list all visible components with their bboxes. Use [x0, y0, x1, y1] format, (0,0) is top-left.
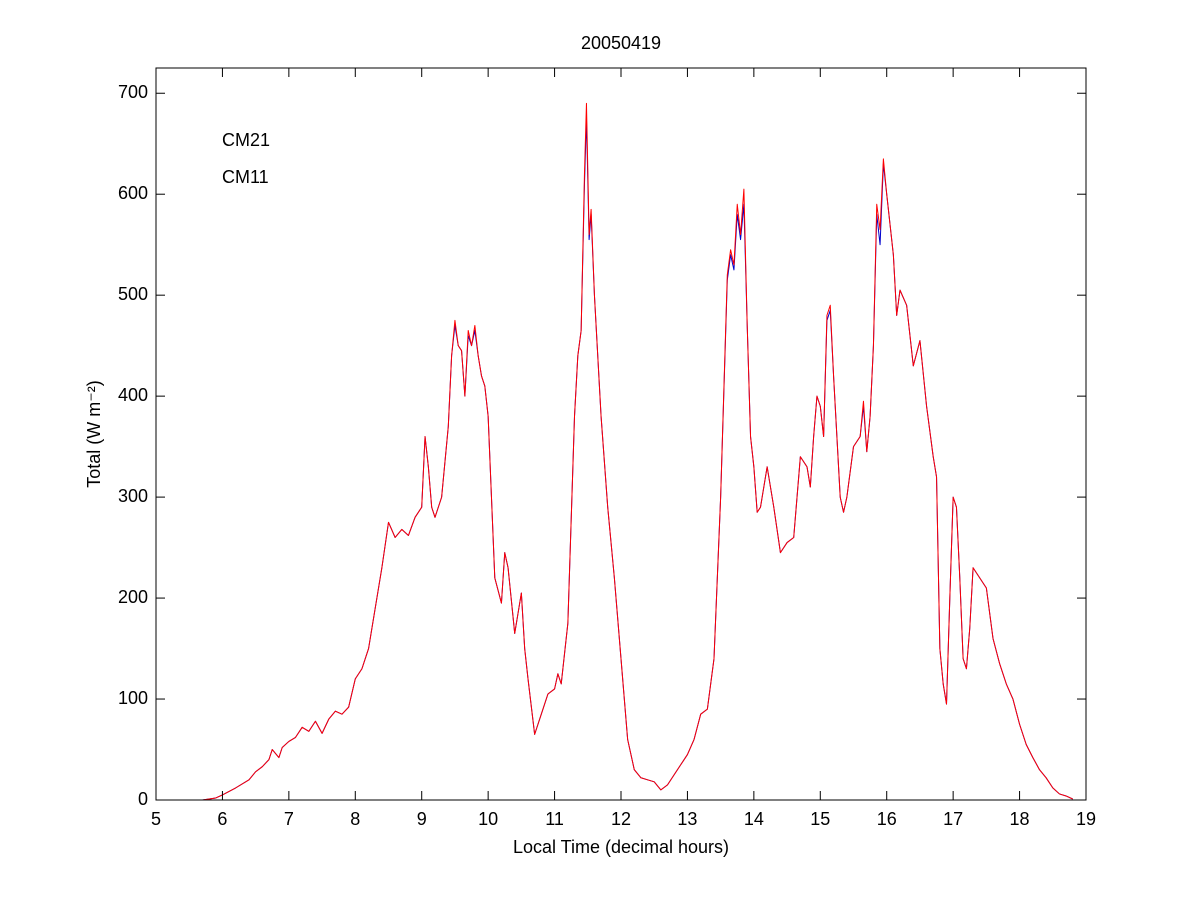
x-tick-label: 13: [677, 809, 697, 829]
x-tick-label: 7: [284, 809, 294, 829]
x-tick-label: 9: [417, 809, 427, 829]
y-tick-label: 0: [138, 789, 148, 809]
legend-entry: CM21: [222, 130, 270, 150]
plot-area: [202, 102, 1073, 801]
x-tick-label: 18: [1010, 809, 1030, 829]
x-tick-label: 5: [151, 809, 161, 829]
y-tick-label: 200: [118, 587, 148, 607]
y-tick-label: 400: [118, 385, 148, 405]
y-tick-label: 600: [118, 183, 148, 203]
chart-title: 20050419: [581, 33, 661, 53]
legend-entry: CM11: [222, 167, 269, 187]
x-tick-label: 15: [810, 809, 830, 829]
x-tick-label: 17: [943, 809, 963, 829]
y-tick-label: 500: [118, 284, 148, 304]
x-tick-label: 12: [611, 809, 631, 829]
x-tick-label: 19: [1076, 809, 1096, 829]
x-tick-label: 10: [478, 809, 498, 829]
y-axis-label: Total (W m⁻²): [84, 380, 104, 488]
x-tick-label: 8: [350, 809, 360, 829]
x-tick-label: 6: [217, 809, 227, 829]
series-line: [202, 102, 1073, 801]
x-tick-label: 11: [545, 809, 564, 829]
x-axis-label: Local Time (decimal hours): [513, 837, 729, 857]
x-tick-label: 16: [877, 809, 897, 829]
y-tick-label: 100: [118, 688, 148, 708]
x-tick-label: 14: [744, 809, 764, 829]
y-tick-label: 300: [118, 486, 148, 506]
y-tick-label: 700: [118, 82, 148, 102]
